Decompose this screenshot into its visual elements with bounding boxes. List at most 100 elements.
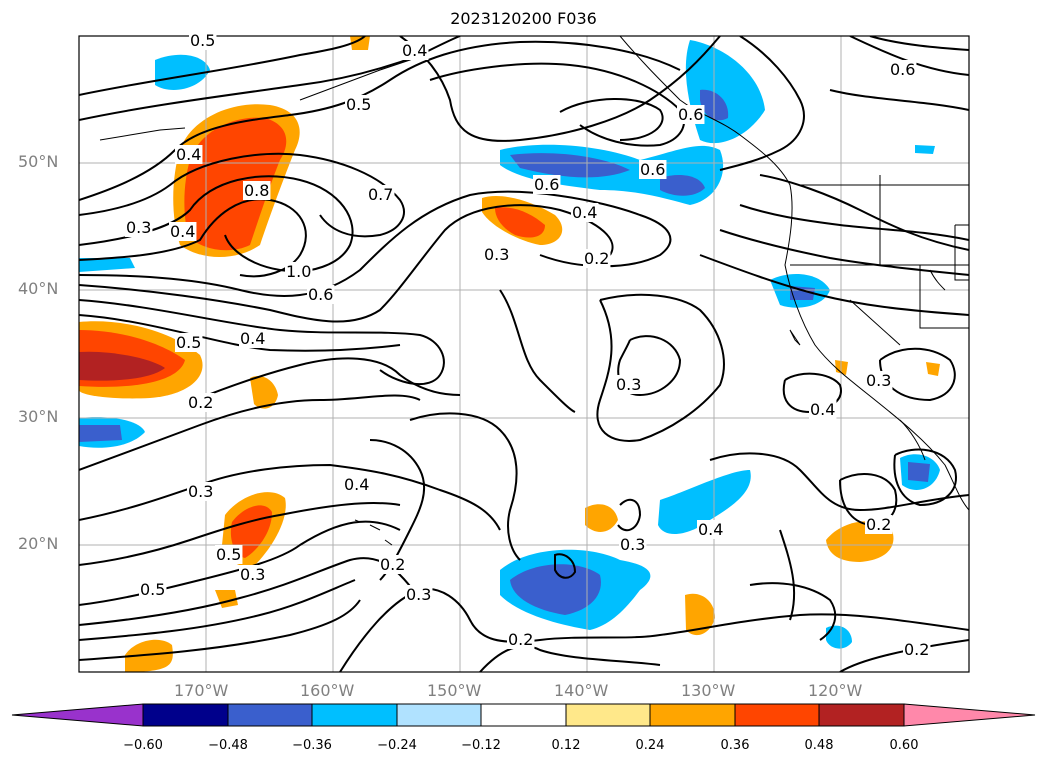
contour-label: 0.3	[620, 535, 645, 554]
colorbar-segment	[649, 703, 736, 727]
contour-label: 0.3	[866, 371, 891, 390]
contour-label-background	[125, 218, 153, 237]
colorbar-tick-label: 0.12	[551, 738, 581, 753]
colorbar-tick-label: 0.36	[720, 738, 750, 753]
contour-label-background	[285, 262, 313, 281]
contour-label: 0.3	[126, 218, 151, 237]
contour-label-background	[639, 160, 667, 179]
contour-label-background	[615, 375, 643, 394]
contour-label-background	[379, 555, 407, 574]
contour-label-background	[401, 41, 429, 60]
colorbar-segment	[311, 703, 398, 727]
lon-label-170w: 170°W	[174, 681, 229, 700]
contour-label-background	[697, 520, 725, 539]
colorbar-segment	[227, 703, 313, 727]
contour-label-background	[169, 222, 197, 241]
contour-label: 0.4	[810, 400, 835, 419]
contour-label-background	[239, 329, 267, 348]
contour-label-background	[175, 333, 203, 352]
contour-label: 0.2	[584, 249, 609, 268]
contour-label: 0.7	[368, 185, 393, 204]
contour-label: 0.3	[240, 565, 265, 584]
colorbar-tick-label: −0.12	[461, 738, 501, 753]
contour-label-background	[677, 105, 705, 124]
negative-anomaly-region	[155, 54, 210, 90]
contour-label: 0.4	[572, 203, 597, 222]
contour-label-background	[533, 175, 561, 194]
contour-label-background	[239, 565, 267, 584]
contour-label-background	[187, 393, 215, 412]
contour-label-background	[175, 145, 203, 164]
contour-label-background	[189, 31, 217, 50]
contour-label: 0.6	[890, 60, 915, 79]
colorbar-tick-label: −0.48	[208, 738, 248, 753]
contour-label-background	[865, 515, 893, 534]
lat-label-50n: 50°N	[18, 152, 59, 171]
contour-label: 0.8	[244, 181, 269, 200]
contour-label-background	[889, 60, 917, 79]
contour-label-background	[483, 245, 511, 264]
lat-label-20n: 20°N	[18, 534, 59, 553]
contour-label: 0.2	[904, 640, 929, 659]
contour-label-layer: 0.5 0.4 0.5 0.6 0.4 0.8 0.7 0.3 0.4 1.0 …	[125, 31, 931, 659]
map-title: 2023120200 F036	[450, 9, 597, 28]
contour-label-background	[215, 545, 243, 564]
lon-label-120w: 120°W	[808, 681, 863, 700]
contour-label-background	[345, 95, 373, 114]
map-frame	[78, 35, 970, 673]
lon-label-140w: 140°W	[554, 681, 609, 700]
lat-label-40n: 40°N	[18, 279, 59, 298]
contour-label-background	[865, 371, 893, 390]
colorbar-tick-label: 0.24	[635, 738, 665, 753]
contour-label: 0.4	[698, 520, 723, 539]
contour-label: 0.4	[344, 475, 369, 494]
contour-label: 0.5	[140, 580, 165, 599]
colorbar-overflow-triangle	[903, 703, 1036, 727]
contour-label-background	[139, 580, 167, 599]
contour-label: 0.6	[308, 285, 333, 304]
lat-label-30n: 30°N	[18, 407, 59, 426]
contour-label-background	[571, 203, 599, 222]
contour-label: 0.2	[508, 630, 533, 649]
contour-label-background	[367, 185, 395, 204]
colorbar-underflow-triangle	[11, 703, 144, 727]
contour-label: 0.4	[170, 222, 195, 241]
contour-label: 0.3	[406, 585, 431, 604]
contour-label-background	[343, 475, 371, 494]
contour-label: 0.6	[534, 175, 559, 194]
colorbar-tick-label: −0.24	[377, 738, 417, 753]
colorbar-tick-label: 0.48	[804, 738, 834, 753]
contour-label-background	[307, 285, 335, 304]
contour-label: 0.6	[678, 105, 703, 124]
contour-label: 0.4	[402, 41, 427, 60]
contour-label: 0.2	[866, 515, 891, 534]
contour-label-background	[903, 640, 931, 659]
contour-label: 0.3	[188, 482, 213, 501]
contour-label-background	[187, 482, 215, 501]
contour-label-background	[809, 400, 837, 419]
contour-label-background	[619, 535, 647, 554]
colorbar-tick-label: −0.36	[292, 738, 332, 753]
contour-label: 0.2	[380, 555, 405, 574]
contour-label: 0.5	[190, 31, 215, 50]
colorbar-segment	[142, 703, 229, 727]
colorbar-segment	[734, 703, 820, 727]
colorbar-segment	[565, 703, 651, 727]
contour-label: 0.4	[240, 329, 265, 348]
contour-label: 0.5	[346, 95, 371, 114]
colorbar	[11, 703, 1036, 727]
lon-label-130w: 130°W	[681, 681, 736, 700]
contour-label-background	[243, 181, 271, 200]
contour-label: 0.5	[176, 333, 201, 352]
colorbar-tick-label: 0.60	[889, 738, 919, 753]
colorbar-segment	[396, 703, 482, 727]
contour-label: 1.0	[286, 262, 311, 281]
colorbar-segment	[818, 703, 905, 727]
contour-label: 0.6	[640, 160, 665, 179]
contour-label-background	[507, 630, 535, 649]
lon-label-160w: 160°W	[300, 681, 355, 700]
contour-label-background	[583, 249, 611, 268]
contour-label: 0.3	[616, 375, 641, 394]
contour-label-background	[405, 585, 433, 604]
